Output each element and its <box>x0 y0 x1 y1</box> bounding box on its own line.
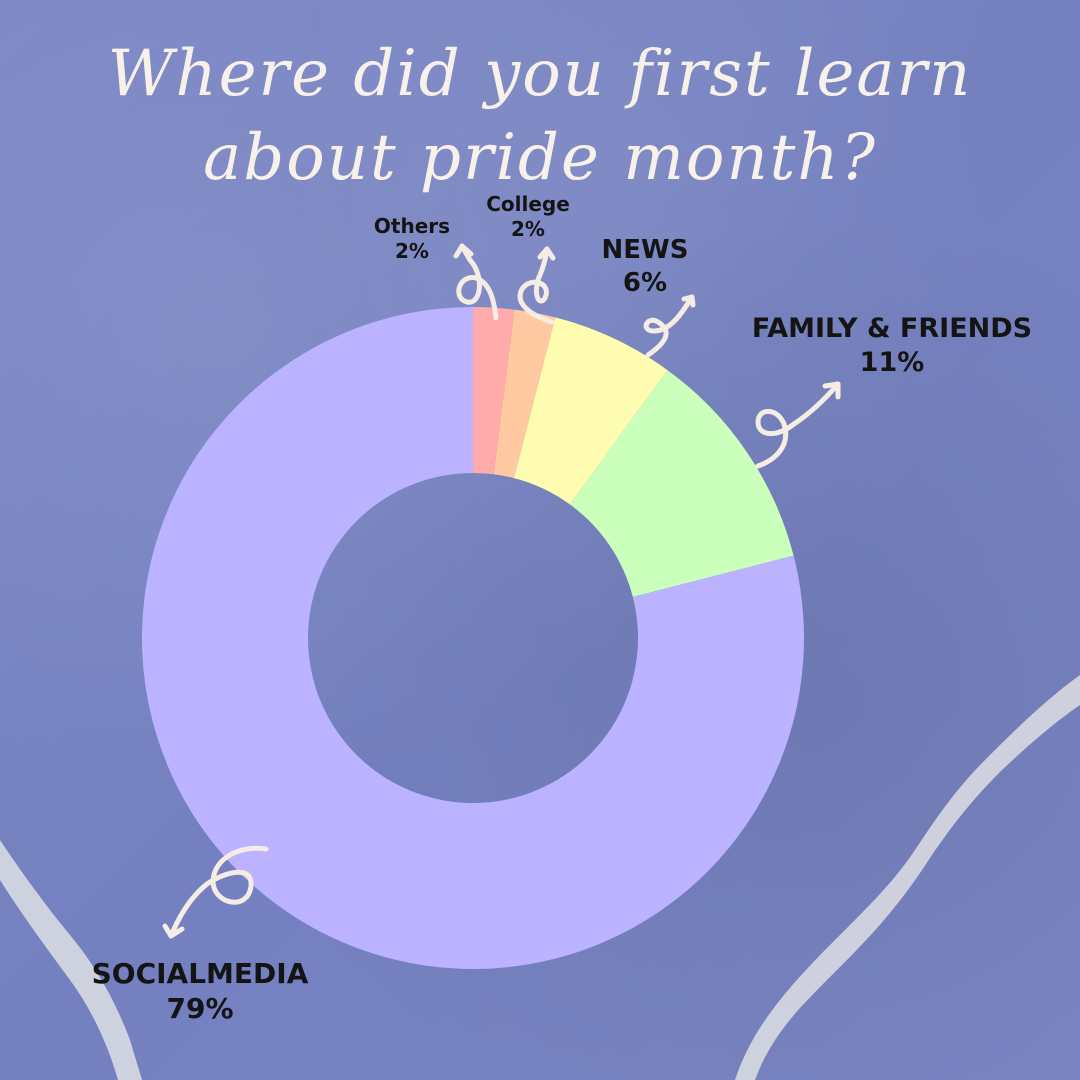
label-college-value: 2% <box>511 217 545 241</box>
donut-slice-news <box>514 317 668 505</box>
label-family-friends: FAMILY & FRIENDS 11% <box>712 312 1072 380</box>
label-others-value: 2% <box>395 239 429 263</box>
label-college: College 2% <box>468 192 588 242</box>
torn-strip-left <box>0 840 142 1080</box>
label-others-name: Others <box>373 214 451 238</box>
label-news-name: NEWS <box>601 235 689 265</box>
chart-title-line-1: Where did you first learn <box>107 37 973 111</box>
donut-slice-college <box>493 309 556 479</box>
label-news-value: 6% <box>622 267 668 298</box>
label-news: NEWS 6% <box>570 234 720 299</box>
curly-arrow-icon <box>517 246 556 325</box>
chart-title-line-2: about pride month? <box>203 121 877 195</box>
curly-arrow-icon <box>643 294 696 358</box>
label-others: Others 2% <box>352 214 472 264</box>
label-socialmedia-value: 79% <box>166 992 234 1025</box>
donut-slice-socialmedia <box>142 307 804 969</box>
donut-slices <box>142 307 804 969</box>
curly-arrow-icon <box>755 381 841 469</box>
label-family-friends-value: 11% <box>859 346 925 378</box>
label-college-name: College <box>486 192 570 216</box>
torn-strip-right <box>735 675 1080 1080</box>
label-socialmedia: SOCIALMEDIA 79% <box>40 956 360 1026</box>
chart-title: Where did you first learn about pride mo… <box>0 32 1080 200</box>
curly-arrow-icon <box>162 845 269 939</box>
label-family-friends-name: FAMILY & FRIENDS <box>751 313 1033 344</box>
donut-slice-family-friends <box>569 370 794 597</box>
curly-arrow-icon <box>453 243 499 321</box>
donut-slice-others <box>473 307 515 475</box>
label-socialmedia-name: SOCIALMEDIA <box>91 957 309 990</box>
